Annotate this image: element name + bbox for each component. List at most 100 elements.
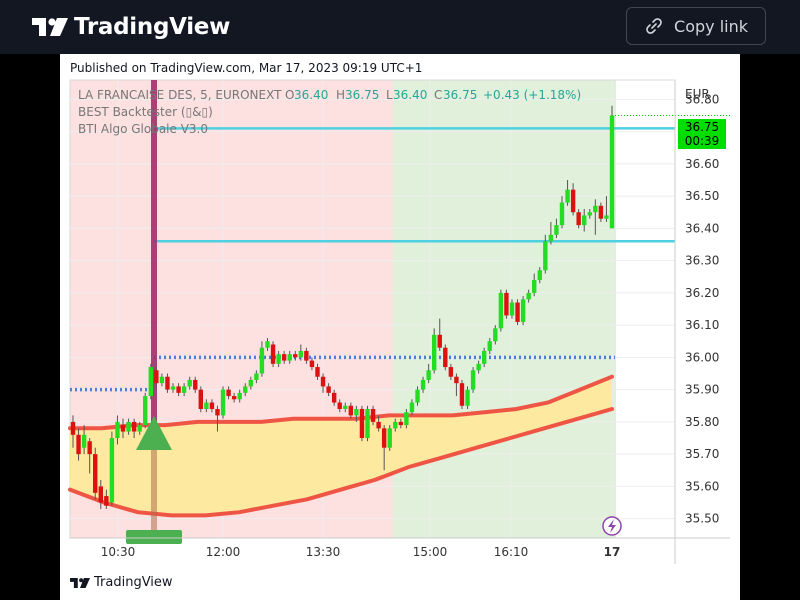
legend-indicator-2: BTI Algo Globale V3.0 [78, 122, 208, 136]
candle [237, 389, 242, 403]
candle [143, 392, 148, 429]
candle [381, 425, 387, 471]
x-tick-label: 16:10 [494, 545, 529, 559]
candle-body [298, 350, 304, 358]
candle-body [276, 354, 281, 364]
candle [409, 399, 415, 416]
tradingview-logo[interactable]: TradingView [32, 12, 230, 42]
candle [70, 415, 76, 448]
candle [93, 447, 98, 500]
candle-body [543, 241, 548, 271]
candle [570, 183, 576, 216]
candle [398, 418, 404, 429]
candle [343, 402, 348, 413]
candle [287, 350, 292, 364]
candle-body [598, 205, 604, 219]
legend-h-value: 36.75 [345, 88, 379, 102]
candle-body [431, 334, 437, 371]
candle [226, 386, 231, 400]
candle [104, 489, 109, 509]
candle-body [532, 279, 537, 293]
legend-c-value: 36.75 [443, 88, 477, 102]
candle-body [187, 379, 192, 387]
candle [565, 179, 570, 206]
candle [448, 363, 454, 380]
candle [254, 370, 259, 384]
candle-body [243, 386, 248, 393]
candle [437, 318, 442, 351]
candle [554, 218, 559, 239]
y-tick-label: 36.20 [685, 286, 719, 300]
candle-body [70, 421, 76, 435]
chart-card: Published on TradingView.com, Mar 17, 20… [60, 54, 740, 600]
candle-body [554, 225, 559, 235]
y-tick-label: 35.60 [685, 479, 719, 493]
band-upper-line [68, 374, 614, 431]
candle [309, 357, 315, 371]
candle [148, 363, 153, 400]
published-line: Published on TradingView.com, Mar 17, 20… [70, 61, 423, 75]
candle-body [204, 402, 209, 409]
candle-body [115, 421, 120, 439]
candle [609, 105, 615, 229]
legend-o-label: O [285, 88, 294, 102]
candle-body [582, 215, 587, 226]
price-chart[interactable]: LA FRANCAISE DES, 5, EURONEXT O 36.40 H … [60, 54, 740, 600]
candle [465, 386, 470, 409]
candle-body [120, 425, 126, 432]
candle-body [104, 496, 109, 506]
candle-body [198, 389, 204, 409]
price-tag-box [678, 119, 726, 149]
candle-body [404, 412, 409, 426]
candle-body [587, 212, 592, 216]
candle [470, 367, 476, 393]
signal-line-lower [151, 441, 157, 538]
candle [481, 347, 487, 368]
candle-body [376, 421, 381, 429]
candle-body [209, 402, 215, 409]
candle-body [343, 405, 348, 409]
candle-body [381, 428, 387, 448]
candle [187, 376, 192, 390]
candle-body [304, 350, 309, 361]
candle [393, 418, 398, 432]
candle [376, 415, 381, 432]
candle-body [248, 379, 254, 387]
candle [559, 196, 565, 229]
candle [537, 267, 542, 284]
candle-body [537, 270, 542, 280]
price-axis: 36.8036.7036.6036.5036.4036.3036.2036.10… [674, 80, 719, 564]
candle-body [109, 438, 115, 503]
candle-body [443, 347, 448, 368]
candle [209, 399, 215, 413]
candle-body [137, 425, 142, 432]
candle-body [176, 386, 181, 393]
candle-body [348, 405, 354, 416]
candle-body [159, 376, 165, 384]
candle [359, 405, 365, 442]
candle [320, 373, 326, 393]
candle [443, 344, 448, 371]
candle-body [220, 389, 226, 416]
lightning-icon[interactable] [602, 516, 622, 536]
candle-body [237, 392, 242, 400]
band-fill [70, 376, 612, 516]
candle-body [154, 370, 159, 384]
copy-link-button[interactable]: Copy link [626, 7, 766, 45]
candle [98, 479, 103, 509]
candle [587, 209, 592, 219]
candle [231, 392, 237, 403]
candle-body [515, 302, 520, 322]
candle-body [254, 373, 259, 380]
top-bar: TradingView Copy link [0, 0, 800, 54]
candles [70, 105, 615, 509]
candle [281, 350, 287, 364]
candle [76, 428, 81, 461]
price-tag-countdown: 00:39 [685, 134, 720, 148]
candle-body [193, 379, 198, 390]
footer-logo[interactable]: TradingView [70, 575, 173, 590]
candle [298, 344, 304, 361]
y-tick-label: 35.90 [685, 383, 719, 397]
candle [476, 360, 481, 374]
candle [120, 418, 126, 439]
